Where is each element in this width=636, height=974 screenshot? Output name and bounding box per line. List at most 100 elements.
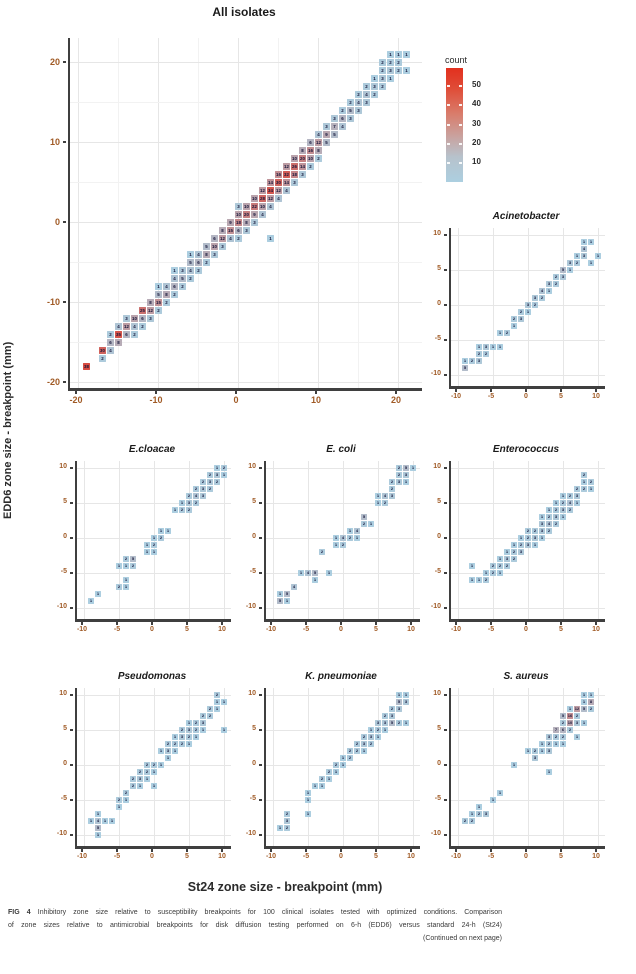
tile-count-label: 1 [313,783,317,788]
y-tick-label: 5 [63,498,67,505]
x-tick-mark [455,389,457,392]
x-tick-mark [490,622,492,625]
x-tick-mark [315,391,317,394]
heatmap-tile: 4 [266,202,274,210]
tile-count-label: 3 [526,542,530,547]
heatmap-tile: 2 [553,281,559,287]
x-tick-label: 0 [150,626,154,633]
tile-count-label: 1 [334,542,338,547]
tile-count-label: 3 [362,741,366,746]
heatmap-tile: 20 [298,154,306,162]
tile-count-label: 3 [397,479,401,484]
y-tick-mark [70,502,73,504]
tile-count-label: 1 [96,832,100,837]
heatmap-tile: 1 [116,804,122,810]
heatmap-tile: 3 [386,66,394,74]
tile-count-label: 2 [582,472,586,477]
gridline [457,461,459,619]
tile-count-label: 4 [172,275,176,281]
tile-count-label: 2 [348,99,352,105]
gridline-minor [70,261,422,263]
x-tick-mark [151,849,153,852]
tile-count-label: 2 [390,486,394,491]
x-tick-label: 10 [592,853,600,860]
y-tick-mark [70,799,73,801]
tile-count-label: 2 [519,542,523,547]
tile-count-label: 1 [575,734,579,739]
heatmap-tile: 5 [277,598,283,604]
heatmap-tile: 3 [234,202,242,210]
tile-count-label: 12 [574,706,580,711]
gridline [266,834,420,836]
heatmap-tile: 4 [274,194,282,202]
tile-count-label: 1 [498,570,502,575]
gridline [266,467,420,469]
x-tick-mark [455,622,457,625]
heatmap-tile: 2 [354,748,360,754]
heatmap-tile: 1 [403,479,409,485]
gridline [77,729,231,731]
gridline-minor [117,38,119,388]
heatmap-tile: 5 [322,138,330,146]
heatmap-tile: 1 [511,323,517,329]
heatmap-tile: 1 [200,727,206,733]
heatmap-tile: 2 [207,472,213,478]
tile-count-label: 3 [380,75,384,81]
x-tick-mark [410,622,412,625]
tile-count-label: 3 [138,776,142,781]
heatmap-tile: 3 [560,507,566,513]
tile-count-label: 10 [211,243,217,249]
gridline [70,141,422,143]
gridline [562,228,564,386]
gridline [597,228,599,386]
panel-title-ecloacae: E.cloacae [128,444,176,455]
tile-count-label: 2 [519,309,523,314]
heatmap-tile: 1 [403,720,409,726]
y-tick-mark [444,729,447,731]
heatmap-tile: 2 [511,556,517,562]
heatmap-tile: 1 [123,797,129,803]
tile-count-label: 3 [201,720,205,725]
heatmap-tile: 1 [165,755,171,761]
tile-count-label: 10 [291,155,297,161]
heatmap-tile: 2 [462,818,468,824]
heatmap-tile: 38 [82,362,90,370]
heatmap-tile: 1 [305,790,311,796]
tile-count-label: 1 [589,692,593,697]
heatmap-tile: 10 [234,210,242,218]
tile-count-label: 35 [115,331,121,337]
tile-count-label: 3 [372,83,376,89]
heatmap-tile: 5 [284,591,290,597]
tile-count-label: 2 [589,479,593,484]
heatmap-tile: 1 [333,769,339,775]
heatmap-tile: 1 [123,584,129,590]
x-tick-label: -10 [265,853,277,860]
tile-count-label: 3 [561,507,565,512]
heatmap-tile: 1 [532,542,538,548]
tile-count-label: 2 [204,259,208,265]
tile-count-label: 4 [306,570,310,575]
heatmap-tile: 1 [396,692,402,698]
heatmap-tile: 4 [567,500,573,506]
heatmap-tile: 2 [581,486,587,492]
x-tick-mark [410,849,412,852]
heatmap-tile: 2 [194,266,202,274]
y-tick-label: -5 [60,568,67,575]
heatmap-tile: 3 [525,542,531,548]
tile-count-label: 3 [554,514,558,519]
tile-count-label: 30 [99,347,105,353]
y-tick-mark [259,607,262,609]
tile-count-label: 1 [477,577,481,582]
y-tick-mark [259,799,262,801]
x-tick-label: -10 [149,395,163,405]
gridline [397,38,399,388]
heatmap-tile: 2 [151,762,157,768]
y-tick-label: 10 [59,463,67,470]
heatmap-tile: 1 [186,250,194,258]
heatmap-tile: 2 [375,727,381,733]
y-tick-mark [70,729,73,731]
tile-count-label: 18 [235,219,241,225]
tile-count-label: 2 [561,734,565,739]
tile-count-label: 4 [164,283,168,289]
legend-tick-dash [459,142,462,145]
